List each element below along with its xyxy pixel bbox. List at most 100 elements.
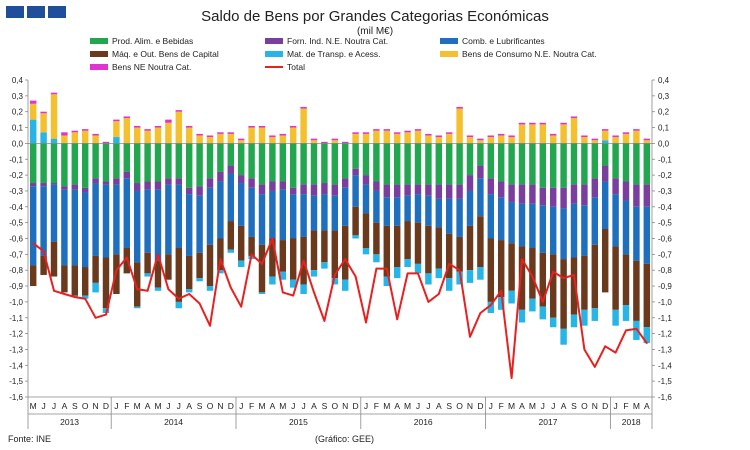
bar-segment bbox=[175, 143, 183, 179]
bar-segment bbox=[393, 132, 401, 134]
legend-label: Mat. de Transp. e Acess. bbox=[287, 49, 381, 59]
bar-segment bbox=[622, 200, 630, 255]
bar-segment bbox=[71, 189, 79, 266]
bar-segment bbox=[622, 305, 630, 321]
total-point bbox=[63, 293, 66, 295]
x-tick-label: M bbox=[508, 401, 515, 411]
bar-segment bbox=[393, 267, 401, 279]
bar-segment bbox=[425, 143, 432, 185]
x-tick-label: J bbox=[114, 401, 118, 411]
bar-segment bbox=[549, 317, 557, 328]
bar-segment bbox=[165, 119, 172, 123]
bar-segment bbox=[289, 279, 297, 288]
bar-segment bbox=[123, 143, 131, 172]
x-tick-label: J bbox=[613, 401, 617, 411]
bar-segment bbox=[289, 143, 297, 188]
bar-segment bbox=[341, 225, 349, 280]
total-point bbox=[229, 286, 232, 289]
bar-segment bbox=[373, 129, 380, 131]
bar-segment bbox=[310, 230, 318, 271]
bar-segment bbox=[497, 143, 505, 182]
bar-segment bbox=[196, 143, 203, 187]
x-tick-label: J bbox=[166, 401, 170, 411]
bar-segment bbox=[362, 248, 370, 255]
y-tick-label-left: -0,3 bbox=[9, 187, 23, 196]
x-tick-label: N bbox=[93, 401, 99, 411]
bar-segment bbox=[269, 181, 276, 191]
bar-segment bbox=[61, 143, 68, 187]
bar-segment bbox=[175, 110, 183, 112]
total-point bbox=[261, 262, 263, 265]
logo-block bbox=[48, 6, 66, 18]
bar-segment bbox=[466, 143, 474, 176]
bar-segment bbox=[508, 243, 515, 291]
bar-segment bbox=[92, 133, 99, 136]
bar-segment bbox=[591, 197, 599, 245]
x-tick-label: D bbox=[103, 401, 109, 411]
total-point bbox=[136, 288, 139, 291]
bar-segment bbox=[196, 186, 203, 196]
bar-segment bbox=[425, 184, 432, 196]
bar-segment bbox=[404, 195, 411, 222]
bar-segment bbox=[71, 143, 79, 185]
y-tick-label-left: 0,1 bbox=[12, 124, 24, 133]
bar-segment bbox=[165, 178, 172, 185]
bar-segment bbox=[217, 238, 224, 271]
bar-segment bbox=[71, 265, 79, 296]
bar-segment bbox=[383, 197, 391, 226]
bar-segment bbox=[133, 190, 141, 263]
bar-segment bbox=[591, 138, 599, 141]
year-label: 2018 bbox=[622, 417, 641, 427]
bar-segment bbox=[591, 140, 599, 144]
bar-segment bbox=[61, 189, 68, 266]
legend-label: Forn. Ind. N.E. Noutra Cat. bbox=[287, 36, 389, 46]
total-point bbox=[188, 293, 191, 295]
total-point bbox=[625, 329, 627, 332]
bar-segment bbox=[185, 289, 193, 293]
bar-segment bbox=[601, 143, 609, 166]
bar-segment bbox=[529, 122, 536, 125]
bar-segment bbox=[529, 124, 536, 144]
y-tick-label-left: -0,7 bbox=[9, 250, 23, 259]
bar-segment bbox=[414, 129, 422, 131]
total-point bbox=[167, 288, 170, 291]
bar-segment bbox=[71, 184, 79, 190]
bar-segment bbox=[570, 203, 578, 258]
legend-item: Prod. Alim. e Bebidas bbox=[90, 36, 193, 46]
bar-segment bbox=[518, 309, 526, 323]
bar-segment bbox=[227, 133, 235, 144]
total-point bbox=[105, 313, 107, 316]
bar-segment bbox=[206, 135, 214, 138]
bar-segment bbox=[612, 309, 619, 326]
total-point bbox=[32, 242, 35, 245]
bar-segment bbox=[29, 265, 37, 287]
total-point bbox=[562, 277, 565, 280]
y-tick-label-right: 0,3 bbox=[658, 92, 670, 101]
total-point bbox=[406, 272, 409, 275]
bar-segment bbox=[581, 184, 588, 206]
bar-segment bbox=[300, 284, 307, 294]
total-point bbox=[73, 296, 76, 299]
y-tick-label-left: -1,6 bbox=[9, 393, 23, 402]
x-tick-label: O bbox=[331, 401, 338, 411]
bar-segment bbox=[154, 127, 162, 144]
bar-segment bbox=[217, 143, 224, 172]
bar-segment bbox=[248, 187, 255, 237]
year-label: 2014 bbox=[164, 417, 183, 427]
x-tick-label: F bbox=[249, 401, 254, 411]
bar-segment bbox=[518, 143, 526, 185]
bar-segment bbox=[81, 267, 89, 296]
bar-segment bbox=[300, 106, 307, 109]
bar-segment bbox=[154, 125, 162, 128]
total-point bbox=[240, 305, 243, 308]
total-point bbox=[313, 291, 315, 294]
total-point bbox=[469, 335, 471, 338]
y-tick-label-right: -1,1 bbox=[658, 314, 672, 323]
bar-segment bbox=[92, 143, 99, 179]
bar-segment bbox=[40, 183, 47, 187]
bar-segment bbox=[40, 186, 47, 256]
bar-segment bbox=[529, 298, 536, 312]
bar-segment bbox=[71, 130, 79, 133]
bar-segment bbox=[466, 225, 474, 271]
bar-segment bbox=[113, 143, 120, 179]
